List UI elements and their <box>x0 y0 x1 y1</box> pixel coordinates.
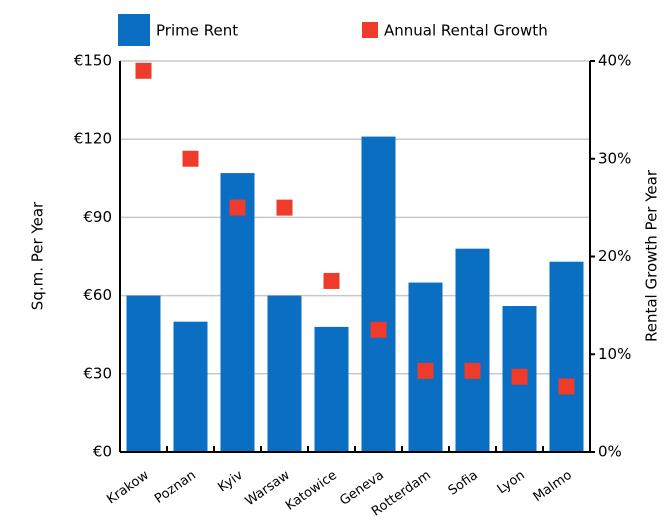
x-tick-label: Lyon <box>495 468 528 497</box>
marker <box>182 150 199 167</box>
x-tick-label: Krakow <box>104 468 152 508</box>
bar <box>549 261 584 452</box>
x-tick-label: Malmo <box>531 468 575 505</box>
y2-tick-label: 20% <box>598 247 631 265</box>
bar <box>361 136 396 453</box>
x-tick-label: Kyiv <box>215 468 246 496</box>
x-tick-label: Poznan <box>152 468 199 507</box>
y-tick-label: €30 <box>83 364 112 382</box>
y2-tick-label: 10% <box>598 345 631 363</box>
marker <box>511 368 528 385</box>
bar <box>267 295 302 452</box>
marker <box>558 378 575 395</box>
y-tick-label: €0 <box>93 443 112 461</box>
y-tick-label: €90 <box>83 208 112 226</box>
legend-label: Prime Rent <box>156 22 238 40</box>
bar <box>173 321 208 452</box>
y2-tick-label: 30% <box>598 149 631 167</box>
marker <box>323 272 340 289</box>
y-axis-label: Sq.m. Per Year <box>29 201 47 310</box>
legend-swatch <box>118 14 150 46</box>
y2-tick-label: 40% <box>598 52 631 70</box>
y2-axis-label: Rental Growth Per Year <box>643 169 661 342</box>
marker <box>464 362 481 379</box>
x-tick-label: Katowice <box>283 468 340 514</box>
bar <box>220 173 255 452</box>
legend-swatch <box>362 22 378 38</box>
marker <box>229 199 246 216</box>
legend-label: Annual Rental Growth <box>384 22 548 40</box>
x-tick-label: Sofia <box>446 468 481 499</box>
y2-tick-label: 0% <box>598 443 622 461</box>
y-tick-label: €150 <box>74 52 112 70</box>
y-tick-label: €120 <box>74 130 112 148</box>
y-tick-label: €60 <box>83 286 112 304</box>
bar <box>314 326 349 452</box>
bar <box>455 248 490 452</box>
marker <box>276 199 293 216</box>
marker <box>135 62 152 79</box>
marker <box>370 321 387 338</box>
bar <box>126 295 161 452</box>
marker <box>417 362 434 379</box>
